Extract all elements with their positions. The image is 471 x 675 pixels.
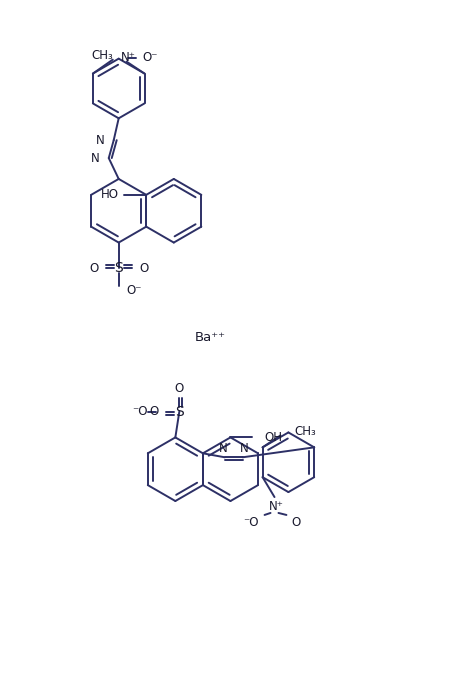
Text: HO: HO xyxy=(100,188,118,201)
Text: S: S xyxy=(175,404,184,418)
Text: O⁻: O⁻ xyxy=(143,51,158,64)
Text: N: N xyxy=(240,442,249,455)
Text: N⁺: N⁺ xyxy=(121,51,136,64)
Text: O: O xyxy=(292,516,301,529)
Text: O: O xyxy=(139,262,148,275)
Text: OH: OH xyxy=(264,431,282,444)
Text: Ba⁺⁺: Ba⁺⁺ xyxy=(195,331,226,344)
Text: CH₃: CH₃ xyxy=(91,49,113,62)
Text: O⁻: O⁻ xyxy=(127,284,142,297)
Text: ⁻O: ⁻O xyxy=(132,405,147,418)
Text: N: N xyxy=(91,152,100,165)
Text: N: N xyxy=(96,134,105,146)
Text: N: N xyxy=(219,442,227,455)
Text: N⁺: N⁺ xyxy=(269,500,284,514)
Text: O: O xyxy=(175,382,184,395)
Text: O: O xyxy=(89,262,98,275)
Text: ⁻O: ⁻O xyxy=(243,516,259,529)
Text: CH₃: CH₃ xyxy=(294,425,316,438)
Text: S: S xyxy=(114,261,123,275)
Text: O: O xyxy=(150,405,159,418)
